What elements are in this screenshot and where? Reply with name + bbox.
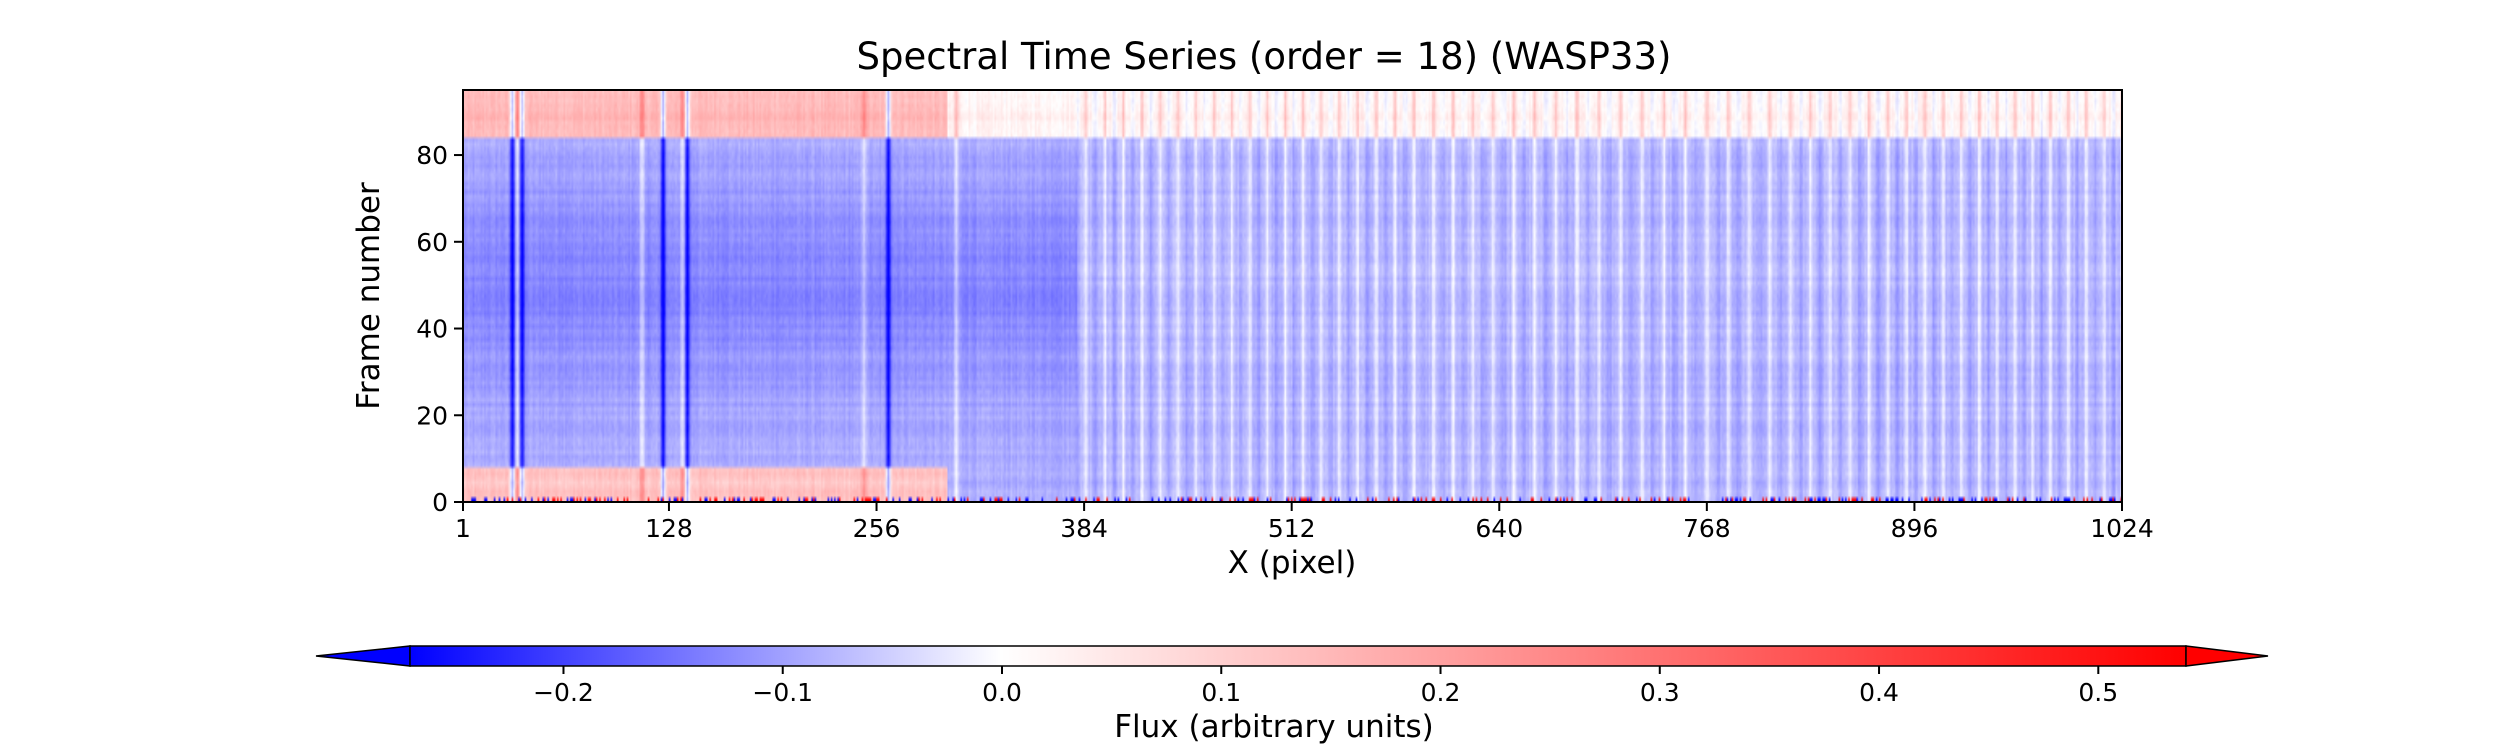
heatmap-image: [463, 90, 2122, 502]
y-axis: 0 20 40 60 80: [416, 141, 463, 517]
colorbar-tick-label: 0.0: [982, 678, 1022, 707]
y-axis-label: Frame number: [351, 182, 387, 410]
colorbar-tick-label: 0.3: [1640, 678, 1680, 707]
colorbar-gradient: [409, 645, 2187, 667]
colorbar-tick-label: 0.5: [2078, 678, 2118, 707]
x-axis: 1 128 256 384 512 640 768 896 1024: [455, 502, 2154, 543]
chart-title: Spectral Time Series (order = 18) (WASP3…: [857, 35, 1672, 78]
y-tick-label: 80: [416, 141, 448, 170]
x-tick-label: 896: [1891, 514, 1939, 543]
x-tick-label: 256: [853, 514, 901, 543]
y-tick-label: 60: [416, 228, 448, 257]
colorbar-tick-label: −0.1: [752, 678, 813, 707]
x-tick-label: 1: [455, 514, 471, 543]
x-axis-label: X (pixel): [1228, 545, 1357, 581]
colorbar-tick-label: −0.2: [533, 678, 594, 707]
y-tick-label: 0: [432, 488, 448, 517]
colorbar-ticks: −0.2 −0.1 0.0 0.1 0.2 0.3 0.4 0.5: [533, 666, 2118, 707]
y-tick-label: 40: [416, 315, 448, 344]
colorbar-tick-label: 0.2: [1421, 678, 1461, 707]
x-tick-label: 384: [1060, 514, 1108, 543]
x-tick-label: 1024: [2090, 514, 2154, 543]
colorbar-extend-low: [315, 645, 411, 667]
x-tick-label: 128: [645, 514, 693, 543]
x-tick-label: 512: [1268, 514, 1316, 543]
colorbar-tick-label: 0.4: [1859, 678, 1899, 707]
colorbar-extend-high: [2185, 645, 2269, 667]
x-tick-label: 640: [1475, 514, 1523, 543]
colorbar: −0.2 −0.1 0.0 0.1 0.2 0.3 0.4 0.5 Flux (arbitra…: [315, 645, 2269, 745]
colorbar-tick-label: 0.1: [1201, 678, 1241, 707]
x-tick-label: 768: [1683, 514, 1731, 543]
colorbar-label: Flux (arbitrary units): [1114, 709, 1434, 745]
heatmap-raster: [463, 90, 2122, 502]
y-tick-label: 20: [416, 401, 448, 430]
